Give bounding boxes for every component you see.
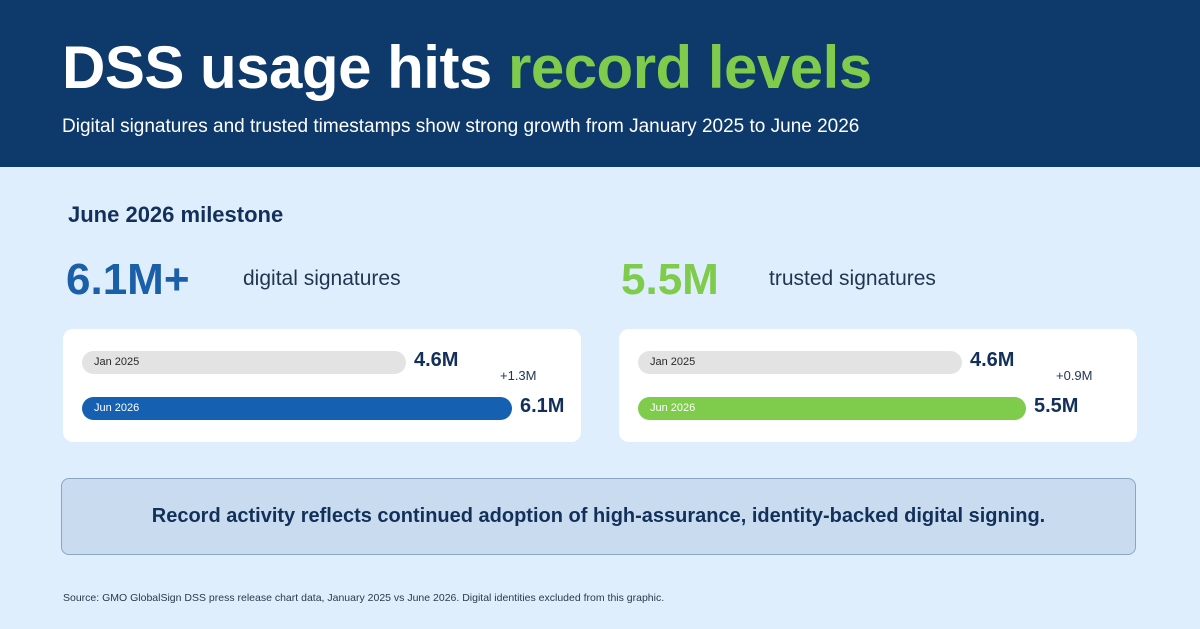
title-accent: record levels xyxy=(507,34,872,101)
page-title: DSS usage hits record levels xyxy=(62,30,872,106)
bar-label: Jun 2026 xyxy=(94,402,140,414)
header-banner: DSS usage hits record levels Digital sig… xyxy=(0,0,1200,167)
chart-bar-jun-2026: Jun 2026 xyxy=(82,397,512,420)
bar-label: Jan 2025 xyxy=(650,356,696,368)
bar-label: Jan 2025 xyxy=(94,356,140,368)
milestone-heading: June 2026 milestone xyxy=(68,202,284,227)
bar-value-label: 5.5M xyxy=(1034,395,1079,417)
bar-label: Jun 2026 xyxy=(650,402,696,414)
trusted-signatures-label: trusted signatures xyxy=(769,267,936,290)
trusted-signatures-value: 5.5M xyxy=(621,255,719,304)
digital-signatures-value: 6.1M+ xyxy=(66,255,190,304)
delta-label: +1.3M xyxy=(500,368,537,383)
source-note: Source: GMO GlobalSign DSS press release… xyxy=(63,592,665,604)
title-main: DSS usage hits xyxy=(62,34,492,101)
page-subtitle: Digital signatures and trusted timestamp… xyxy=(62,116,860,137)
trusted-signatures-chart-card: Jan 2025 4.6M +0.9M Jun 2026 5.5M xyxy=(619,329,1137,442)
chart-bar-jan-2025: Jan 2025 xyxy=(82,351,406,374)
callout-text: Record activity reflects continued adopt… xyxy=(151,505,1046,527)
digital-signatures-chart-card: Jan 2025 4.6M +1.3M Jun 2026 6.1M xyxy=(63,329,581,442)
chart-bar-jan-2025: Jan 2025 xyxy=(638,351,962,374)
chart-bar-jun-2026: Jun 2026 xyxy=(638,397,1026,420)
digital-signatures-label: digital signatures xyxy=(243,267,401,290)
bar-value-label: 4.6M xyxy=(970,349,1015,371)
callout-box: Record activity reflects continued adopt… xyxy=(61,478,1136,555)
bar-value-label: 4.6M xyxy=(414,349,459,371)
delta-label: +0.9M xyxy=(1056,368,1093,383)
bar-value-label: 6.1M xyxy=(520,395,565,417)
